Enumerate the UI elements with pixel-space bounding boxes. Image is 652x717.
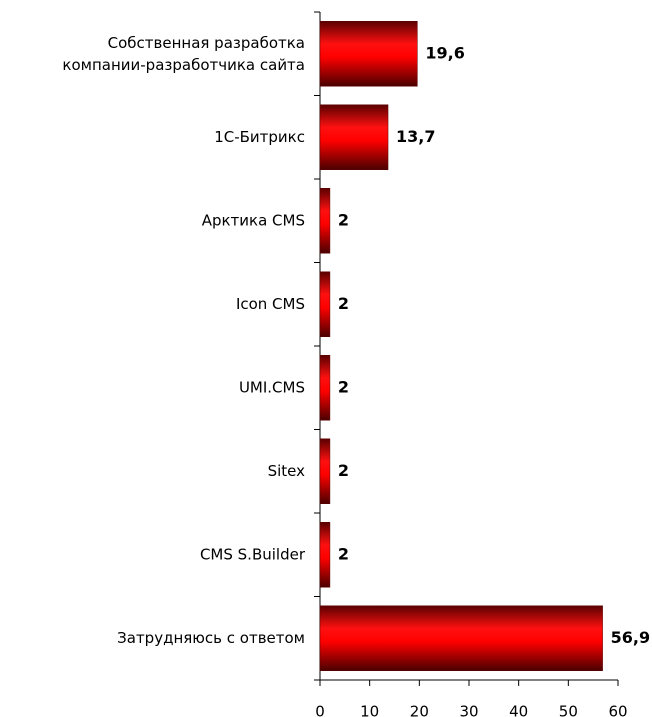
y-tick-label: Icon CMS [236, 295, 305, 313]
value-label: 13,7 [396, 127, 435, 146]
x-tick-label: 60 [608, 703, 627, 717]
value-label: 2 [338, 544, 349, 563]
x-tick-label: 50 [559, 703, 578, 717]
value-label: 56,9 [611, 628, 650, 647]
bar [319, 438, 331, 504]
bar [319, 522, 331, 588]
x-tick-label: 10 [360, 703, 379, 717]
bar [319, 355, 331, 421]
value-label: 2 [338, 377, 349, 396]
y-tick-label: Арктика CMS [202, 211, 305, 229]
bar [319, 104, 389, 170]
x-tick-label: 20 [410, 703, 429, 717]
y-tick-label: UMI.CMS [239, 378, 305, 396]
y-tick-label: Sitex [268, 462, 306, 480]
y-tick-label: 1С-Битрикс [214, 128, 305, 146]
bar [319, 188, 331, 254]
x-tick-label: 0 [315, 703, 325, 717]
y-tick-label: CMS S.Builder [200, 545, 306, 563]
x-tick-label: 40 [509, 703, 528, 717]
value-label: 2 [338, 461, 349, 480]
bar [319, 605, 603, 671]
value-label: 2 [338, 294, 349, 313]
bar [319, 271, 331, 337]
value-label: 19,6 [425, 43, 464, 62]
value-label: 2 [338, 210, 349, 229]
y-tick-label: Затрудняюсь с ответом [117, 629, 305, 647]
y-tick-label: Собственная разработка компании-разработч… [62, 33, 305, 73]
bar [319, 21, 418, 87]
x-tick-label: 30 [459, 703, 478, 717]
